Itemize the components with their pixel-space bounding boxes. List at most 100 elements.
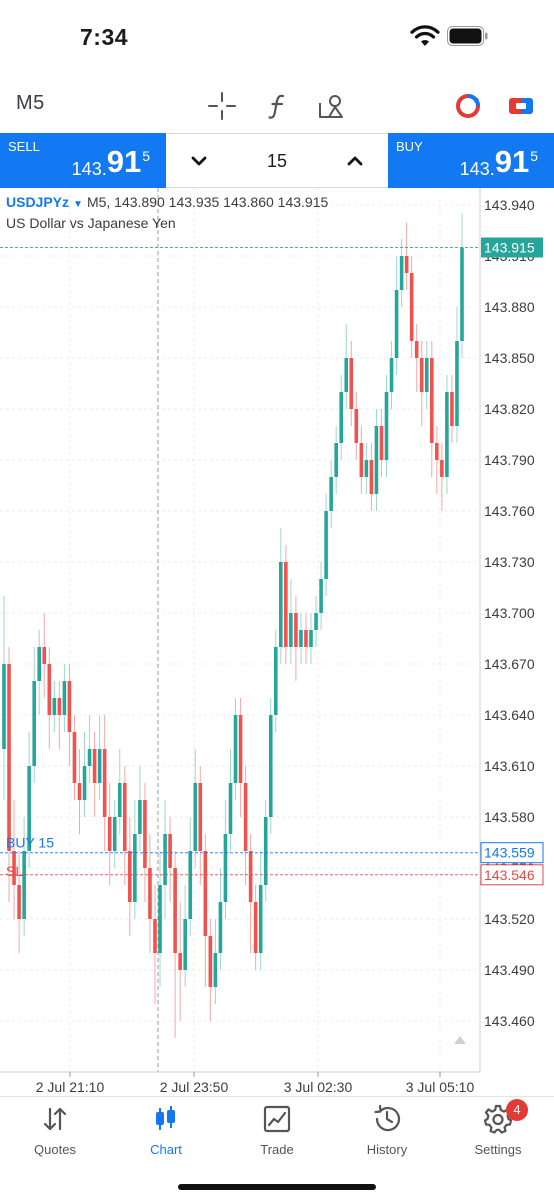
candle-body xyxy=(198,783,203,851)
candle-body xyxy=(32,681,36,766)
buy-price-small: 143. xyxy=(459,159,495,179)
candle-body xyxy=(92,749,97,783)
candle-body xyxy=(319,579,323,613)
symbol-name[interactable]: USDJPYz xyxy=(6,194,70,210)
crosshair-icon[interactable] xyxy=(206,90,238,122)
buy-price: 143. 91 5 xyxy=(460,144,538,180)
candle-body xyxy=(409,273,414,341)
nav-quotes[interactable]: Quotes xyxy=(5,1103,105,1163)
candle-body xyxy=(263,817,268,885)
symbol-dropdown-icon[interactable]: ▼ xyxy=(73,199,83,210)
candle-body xyxy=(279,562,283,647)
sell-price-big: 91 xyxy=(106,144,142,179)
candle-body xyxy=(22,851,26,919)
candle-body xyxy=(52,698,57,715)
nav-trade[interactable]: Trade xyxy=(227,1103,327,1163)
candle-body xyxy=(7,664,11,851)
chevron-down-icon[interactable] xyxy=(187,149,211,173)
one-click-trading-icon[interactable] xyxy=(452,90,484,122)
volume-value[interactable]: 15 xyxy=(266,151,288,171)
candle-body xyxy=(37,647,42,681)
candle-body xyxy=(273,647,278,715)
candle-body xyxy=(218,902,223,953)
candle-body xyxy=(435,443,439,460)
time-tick-label: 2 Jul 23:50 xyxy=(160,1079,229,1095)
candle-body xyxy=(208,936,213,987)
buy-label: BUY xyxy=(396,139,423,154)
candle-body xyxy=(138,800,142,834)
candlestick-icon xyxy=(156,1106,175,1130)
nav-trade-label: Trade xyxy=(260,1142,294,1157)
candle-body xyxy=(369,460,374,494)
nav-history-label: History xyxy=(366,1142,408,1157)
timeframe-selector[interactable]: M5 xyxy=(16,92,45,114)
current-price-label: 143.915 xyxy=(484,240,535,256)
candle-body xyxy=(294,613,298,647)
time-tick-label: 3 Jul 05:10 xyxy=(406,1079,475,1095)
sell-price: 143. 91 5 xyxy=(72,144,150,180)
buy-button[interactable]: BUY 143. 91 5 xyxy=(388,133,554,188)
candle-body xyxy=(77,783,82,800)
candle-body xyxy=(450,392,454,426)
candle-body xyxy=(339,392,344,443)
candle-body xyxy=(183,919,187,970)
candle-body xyxy=(374,426,379,494)
candle-body xyxy=(404,256,409,273)
candle-body xyxy=(153,919,157,953)
order-price-tag xyxy=(480,864,544,886)
price-tick-label: 143.760 xyxy=(484,503,535,519)
candle-body xyxy=(334,443,338,477)
candle-body xyxy=(163,834,167,885)
chart-header: USDJPYz ▼ M5, 143.890 143.935 143.860 143.… xyxy=(6,193,328,232)
current-price-tag xyxy=(481,237,543,258)
candle-body xyxy=(304,630,308,647)
quotes-arrows-icon xyxy=(43,1107,67,1131)
candle-body xyxy=(238,715,243,783)
price-chart[interactable]: 143.940143.910143.880143.850143.820143.7… xyxy=(0,188,554,1096)
candle-body xyxy=(112,817,117,851)
sell-price-sup: 5 xyxy=(142,148,150,164)
price-tick-label: 143.730 xyxy=(484,554,535,570)
candle-body xyxy=(223,834,228,902)
symbol-description: US Dollar vs Japanese Yen xyxy=(6,215,176,231)
candle-body xyxy=(394,290,399,358)
status-time: 7:34 xyxy=(80,24,129,50)
nav-chart[interactable]: Chart xyxy=(116,1103,216,1163)
settings-badge: 4 xyxy=(506,1099,528,1121)
nav-settings[interactable]: 4 Settings xyxy=(448,1099,548,1163)
price-tick-label: 143.490 xyxy=(484,962,535,978)
battery-icon xyxy=(447,26,488,46)
candle-body xyxy=(62,681,67,715)
chart-toolbar: M5 xyxy=(0,80,554,132)
order-price-label: 143.546 xyxy=(484,867,535,883)
candle-body xyxy=(243,783,248,851)
price-tick-label: 143.460 xyxy=(484,1013,535,1029)
candle-body xyxy=(354,409,359,443)
indicators-icon[interactable] xyxy=(262,90,294,122)
candle-body xyxy=(57,698,62,715)
home-indicator xyxy=(178,1184,376,1190)
candle-body xyxy=(379,426,384,460)
price-tick-label: 143.850 xyxy=(484,350,535,366)
price-tick-label: 143.820 xyxy=(484,401,535,417)
nav-history[interactable]: History xyxy=(337,1103,437,1163)
sell-label: SELL xyxy=(8,139,40,154)
candle-body xyxy=(460,247,464,341)
objects-icon[interactable] xyxy=(316,90,348,122)
candle-body xyxy=(233,715,238,783)
wifi-icon xyxy=(410,25,440,46)
candle-body xyxy=(168,834,172,868)
bottom-nav: Quotes Chart Trade History 4 Settings xyxy=(0,1096,554,1200)
candle-body xyxy=(67,681,72,732)
trade-panel-icon[interactable] xyxy=(505,90,537,122)
sell-button[interactable]: SELL 143. 91 5 xyxy=(0,133,166,188)
candle-body xyxy=(253,902,258,953)
candle-body xyxy=(203,851,208,936)
chevron-up-icon[interactable] xyxy=(343,149,367,173)
nav-quotes-label: Quotes xyxy=(34,1142,76,1157)
trade-chart-icon xyxy=(263,1105,291,1133)
candle-body xyxy=(349,358,354,409)
chart-area[interactable]: 143.940143.910143.880143.850143.820143.7… xyxy=(0,188,554,1096)
candle-body xyxy=(173,868,177,953)
candle-body xyxy=(72,732,77,783)
